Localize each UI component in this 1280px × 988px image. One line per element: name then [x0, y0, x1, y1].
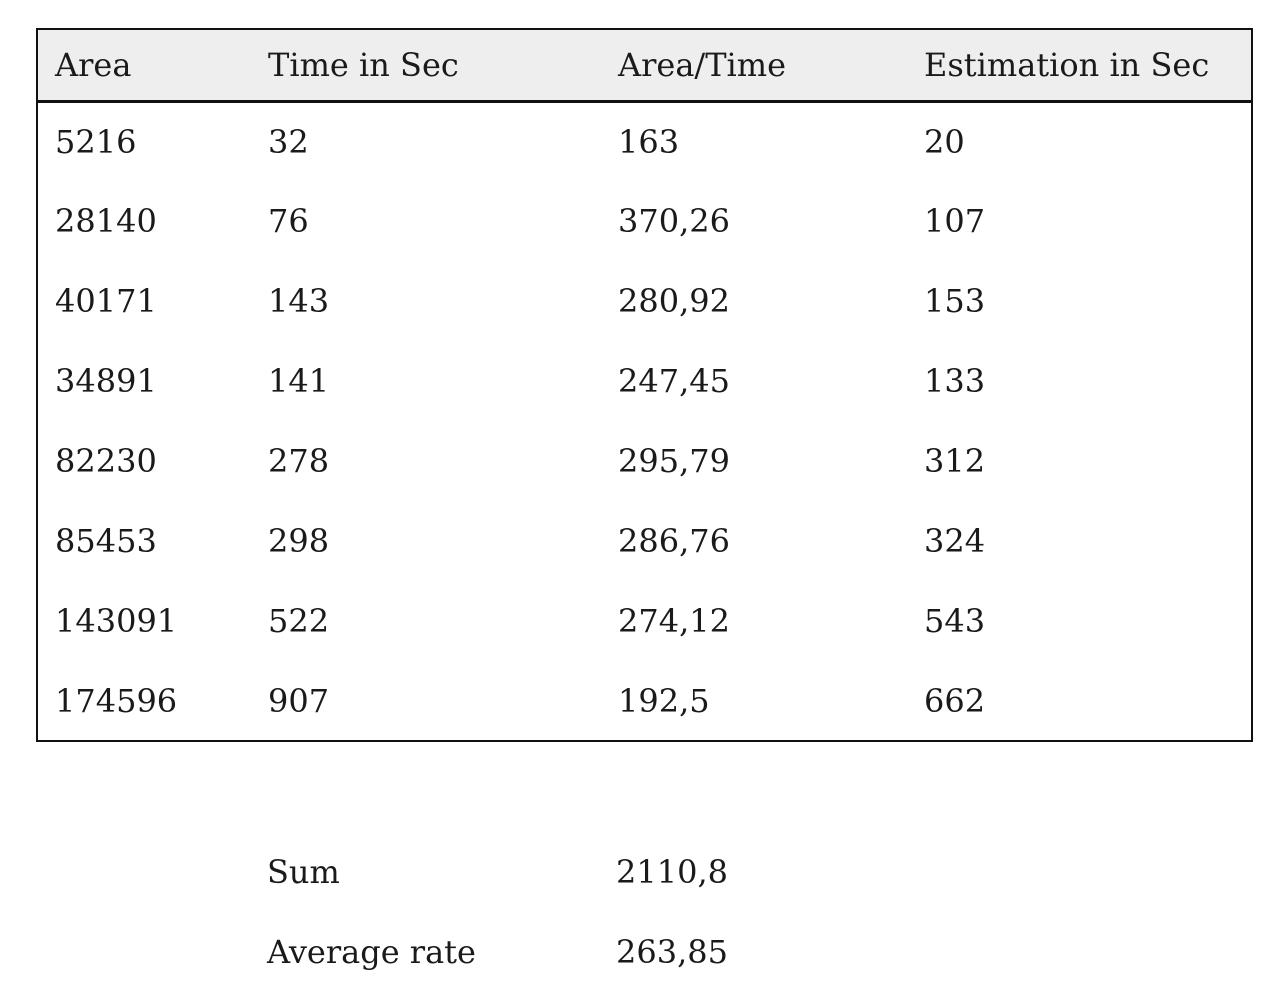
cell-time: 32	[251, 101, 601, 181]
column-header-area: Area	[37, 29, 251, 103]
cell-area-time: 280,92	[601, 261, 907, 341]
table-row: 85453 298 286,76 324	[37, 501, 1252, 581]
table-body: 5216 32 163 20 28140 76 370,26 107 40171…	[37, 101, 1252, 741]
cell-area: 28140	[37, 181, 251, 261]
cell-area: 174596	[37, 661, 251, 741]
sum-row: Sum 2110,8	[267, 850, 728, 894]
cell-area: 85453	[37, 501, 251, 581]
cell-area-time: 247,45	[601, 341, 907, 421]
cell-time: 143	[251, 261, 601, 341]
table-row: 34891 141 247,45 133	[37, 341, 1252, 421]
cell-area-time: 286,76	[601, 501, 907, 581]
data-table-container: Area Time in Sec Area/Time Estimation in…	[36, 28, 1253, 742]
sum-value: 2110,8	[616, 853, 728, 891]
cell-area-time: 274,12	[601, 581, 907, 661]
cell-area: 40171	[37, 261, 251, 341]
cell-area: 82230	[37, 421, 251, 501]
cell-area: 5216	[37, 101, 251, 181]
table-row: 82230 278 295,79 312	[37, 421, 1252, 501]
table-row: 174596 907 192,5 662	[37, 661, 1252, 741]
table-row: 5216 32 163 20	[37, 101, 1252, 181]
header-row: Area Time in Sec Area/Time Estimation in…	[37, 29, 1252, 103]
cell-estimation: 662	[907, 661, 1252, 741]
cell-time: 907	[251, 661, 601, 741]
sum-label: Sum	[267, 853, 340, 891]
summary-section: Sum 2110,8 Average rate 263,85	[267, 850, 728, 974]
cell-time: 76	[251, 181, 601, 261]
table-row: 143091 522 274,12 543	[37, 581, 1252, 661]
cell-estimation: 324	[907, 501, 1252, 581]
cell-area-time: 192,5	[601, 661, 907, 741]
cell-area-time: 163	[601, 101, 907, 181]
cell-area-time: 370,26	[601, 181, 907, 261]
table-row: 28140 76 370,26 107	[37, 181, 1252, 261]
cell-estimation: 153	[907, 261, 1252, 341]
cell-time: 522	[251, 581, 601, 661]
cell-estimation: 133	[907, 341, 1252, 421]
cell-area-time: 295,79	[601, 421, 907, 501]
cell-time: 141	[251, 341, 601, 421]
table-header: Area Time in Sec Area/Time Estimation in…	[37, 29, 1252, 103]
cell-estimation: 543	[907, 581, 1252, 661]
average-rate-row: Average rate 263,85	[267, 930, 728, 974]
table-row: 40171 143 280,92 153	[37, 261, 1252, 341]
column-header-time: Time in Sec	[251, 29, 601, 103]
cell-area: 143091	[37, 581, 251, 661]
cell-estimation: 20	[907, 101, 1252, 181]
cell-area: 34891	[37, 341, 251, 421]
cell-time: 298	[251, 501, 601, 581]
average-rate-label: Average rate	[267, 933, 476, 971]
area-time-table: Area Time in Sec Area/Time Estimation in…	[36, 28, 1253, 742]
cell-estimation: 312	[907, 421, 1252, 501]
column-header-area-time: Area/Time	[601, 29, 907, 103]
cell-time: 278	[251, 421, 601, 501]
cell-estimation: 107	[907, 181, 1252, 261]
column-header-estimation: Estimation in Sec	[907, 29, 1252, 103]
average-rate-value: 263,85	[616, 933, 728, 971]
